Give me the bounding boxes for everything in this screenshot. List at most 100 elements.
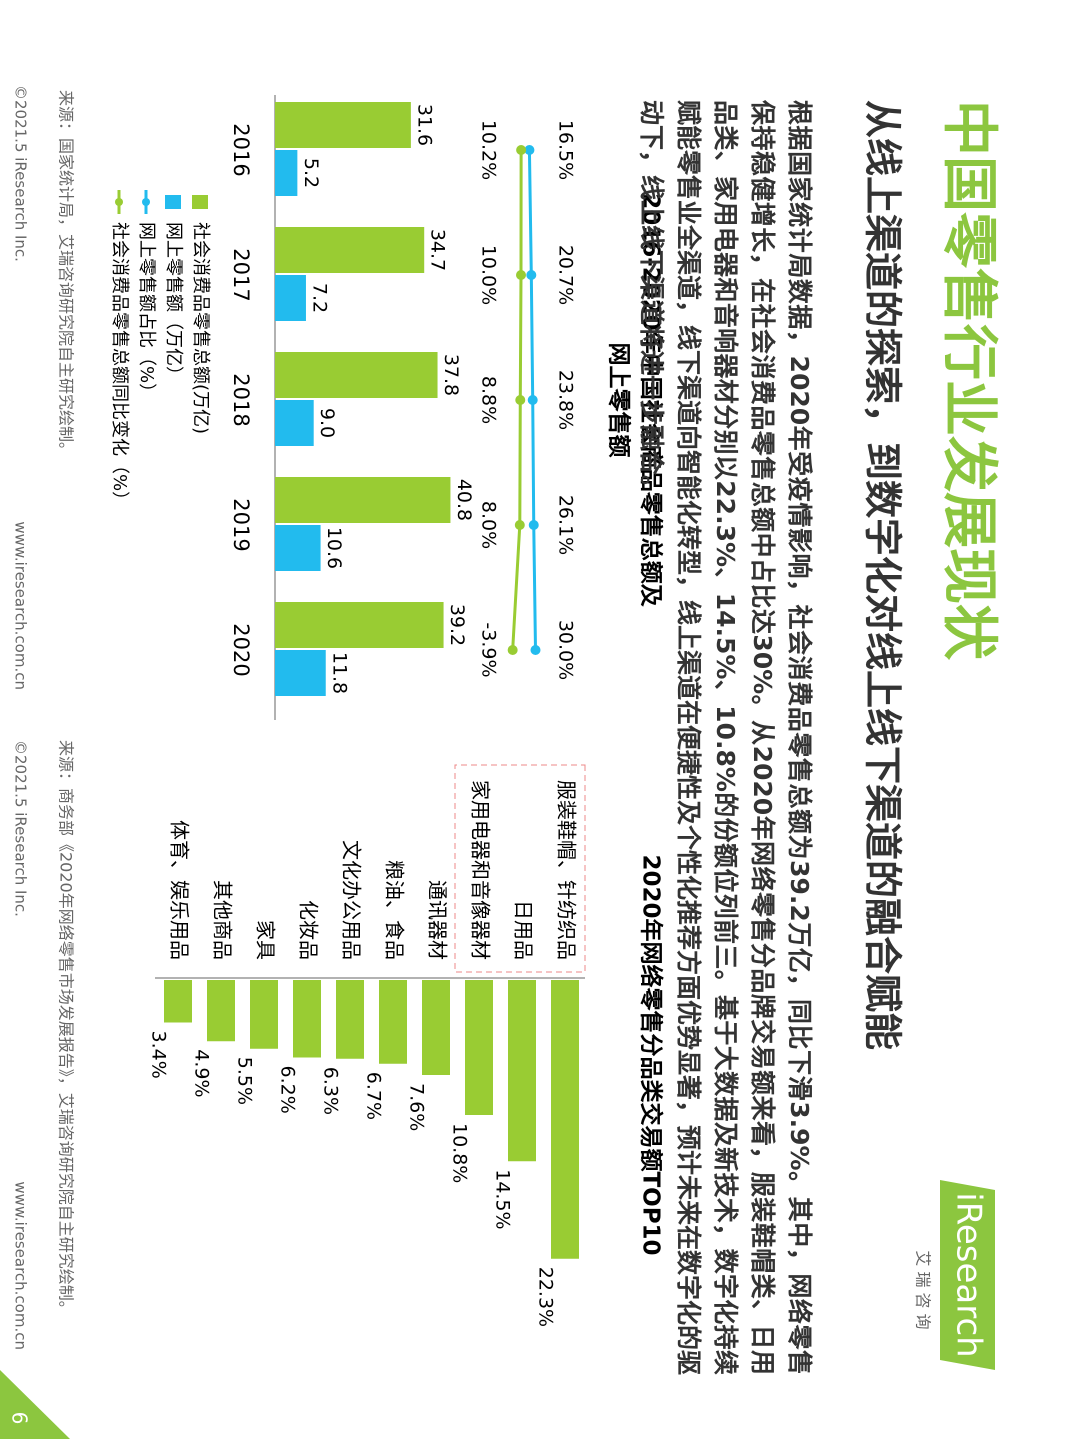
legend-label: 社会消费品零售总额(万亿) xyxy=(190,222,211,434)
data-label: 6.7% xyxy=(363,1072,385,1120)
bar xyxy=(164,980,192,1023)
data-label: 11.8 xyxy=(328,652,350,694)
point xyxy=(515,395,526,405)
data-label: 8.0% xyxy=(478,501,500,549)
bar xyxy=(508,980,536,1162)
data-label: 9.0 xyxy=(316,408,338,438)
title: 中国零售行业发展现状 xyxy=(936,100,1001,661)
bar xyxy=(551,980,579,1259)
legend-label: 社会消费品零售总额同比变化（%） xyxy=(109,222,130,509)
data-label: 6.2% xyxy=(277,1066,299,1114)
legend-swatch xyxy=(115,198,123,206)
data-label: 30.0% xyxy=(555,620,577,680)
logo: iResearch xyxy=(949,1192,989,1357)
y-tick-label: 家用电器和音像器材 xyxy=(469,780,493,960)
y-tick-label: 其他商品 xyxy=(211,880,235,960)
chart-title: 2016-2020年中国社会商品零售总额及 xyxy=(638,193,665,607)
data-label: 3.4% xyxy=(148,1031,170,1079)
y-tick-label: 家具 xyxy=(254,920,278,960)
y-tick-label: 化妆品 xyxy=(297,900,321,960)
point xyxy=(526,270,537,280)
data-label: 8.8% xyxy=(478,376,500,424)
data-label: 7.6% xyxy=(406,1083,428,1131)
bar xyxy=(207,980,235,1042)
bar xyxy=(275,275,306,321)
bar xyxy=(465,980,493,1115)
bar xyxy=(275,400,314,446)
data-label: 10.0% xyxy=(478,245,500,305)
url: www.iresearch.com.cn xyxy=(12,1181,30,1350)
data-label: 31.6 xyxy=(413,104,435,146)
data-label: 34.7 xyxy=(427,229,449,271)
bar xyxy=(274,650,326,696)
legend-label: 网上零售额（万亿） xyxy=(163,222,184,384)
logo-bg xyxy=(940,1180,995,1370)
data-label: 10.2% xyxy=(478,120,500,180)
y-tick-label: 服装鞋帽、针纺织品 xyxy=(555,780,579,960)
copyright: ©2021.5 iResearch Inc. xyxy=(12,740,30,917)
legend-label: 网上零售额占比（%） xyxy=(136,222,157,401)
data-label: 4.9% xyxy=(191,1049,213,1097)
data-label: 5.2 xyxy=(300,158,322,188)
data-label: 40.8 xyxy=(453,479,475,521)
data-label: 22.3% xyxy=(535,1267,557,1327)
y-tick-label: 通讯器材 xyxy=(426,880,450,960)
page-number: 6 xyxy=(8,1412,32,1425)
point xyxy=(524,145,535,155)
bar xyxy=(275,102,411,148)
data-label: 10.6 xyxy=(323,527,345,569)
point xyxy=(514,520,525,530)
legend-swatch xyxy=(192,195,208,209)
bar xyxy=(293,980,321,1058)
x-tick-label: 2018 xyxy=(229,373,253,426)
corner xyxy=(0,1370,70,1439)
y-tick-label: 粮油、食品 xyxy=(383,860,407,960)
data-label: 7.2 xyxy=(308,283,330,313)
highlight-box xyxy=(454,764,586,973)
data-label: 37.8 xyxy=(440,354,462,396)
data-label: 5.5% xyxy=(234,1057,256,1105)
y-tick-label: 文化办公用品 xyxy=(340,840,364,960)
source: 来源：国家统计局，艾瑞咨询研究院自主研究绘制。 xyxy=(57,90,76,458)
point xyxy=(528,520,539,530)
x-tick-label: 2017 xyxy=(229,248,253,301)
y-tick-label: 体育、娱乐用品 xyxy=(168,820,192,960)
x-tick-label: 2020 xyxy=(229,623,253,676)
point xyxy=(516,145,527,155)
source: 来源：商务部《2020年网络零售市场发展报告》，艾瑞咨询研究院自主研究绘制。 xyxy=(57,740,76,1317)
bar xyxy=(275,602,444,648)
point xyxy=(516,270,526,280)
data-label: 14.5% xyxy=(492,1169,514,1229)
copyright: ©2021.5 iResearch Inc. xyxy=(12,85,30,262)
data-label: 23.8% xyxy=(555,370,577,430)
bar xyxy=(275,525,321,571)
bar xyxy=(274,150,298,196)
x-tick-label: 2019 xyxy=(229,498,253,551)
legend-swatch xyxy=(165,195,181,209)
y-tick-label: 日用品 xyxy=(512,900,536,960)
bar xyxy=(275,227,425,273)
point xyxy=(527,395,538,405)
data-label: 20.7% xyxy=(555,245,577,305)
bar xyxy=(336,980,364,1059)
chart-title: 网上零售额 xyxy=(606,343,633,458)
data-label: 16.5% xyxy=(555,120,577,180)
bar xyxy=(379,980,407,1064)
bar xyxy=(274,352,438,398)
x-tick-label: 2016 xyxy=(229,123,253,176)
bar xyxy=(275,477,451,523)
data-label: 10.8% xyxy=(449,1123,471,1183)
chart-title: 2020年网络零售分品类交易额TOP10 xyxy=(638,854,665,1255)
bar xyxy=(422,980,450,1075)
data-label: 26.1% xyxy=(555,495,577,555)
data-label: 6.3% xyxy=(320,1067,342,1115)
data-label: -3.9% xyxy=(478,622,500,677)
data-label: 39.2 xyxy=(446,604,468,646)
subtitle: 从线上渠道的探索，到数字化对线上线下渠道的融合赋能 xyxy=(861,100,905,1050)
point xyxy=(507,645,518,655)
logo-sub: 艾 瑞 咨 询 xyxy=(914,1250,933,1329)
legend-swatch xyxy=(142,198,150,206)
url: www.iresearch.com.cn xyxy=(12,521,30,690)
